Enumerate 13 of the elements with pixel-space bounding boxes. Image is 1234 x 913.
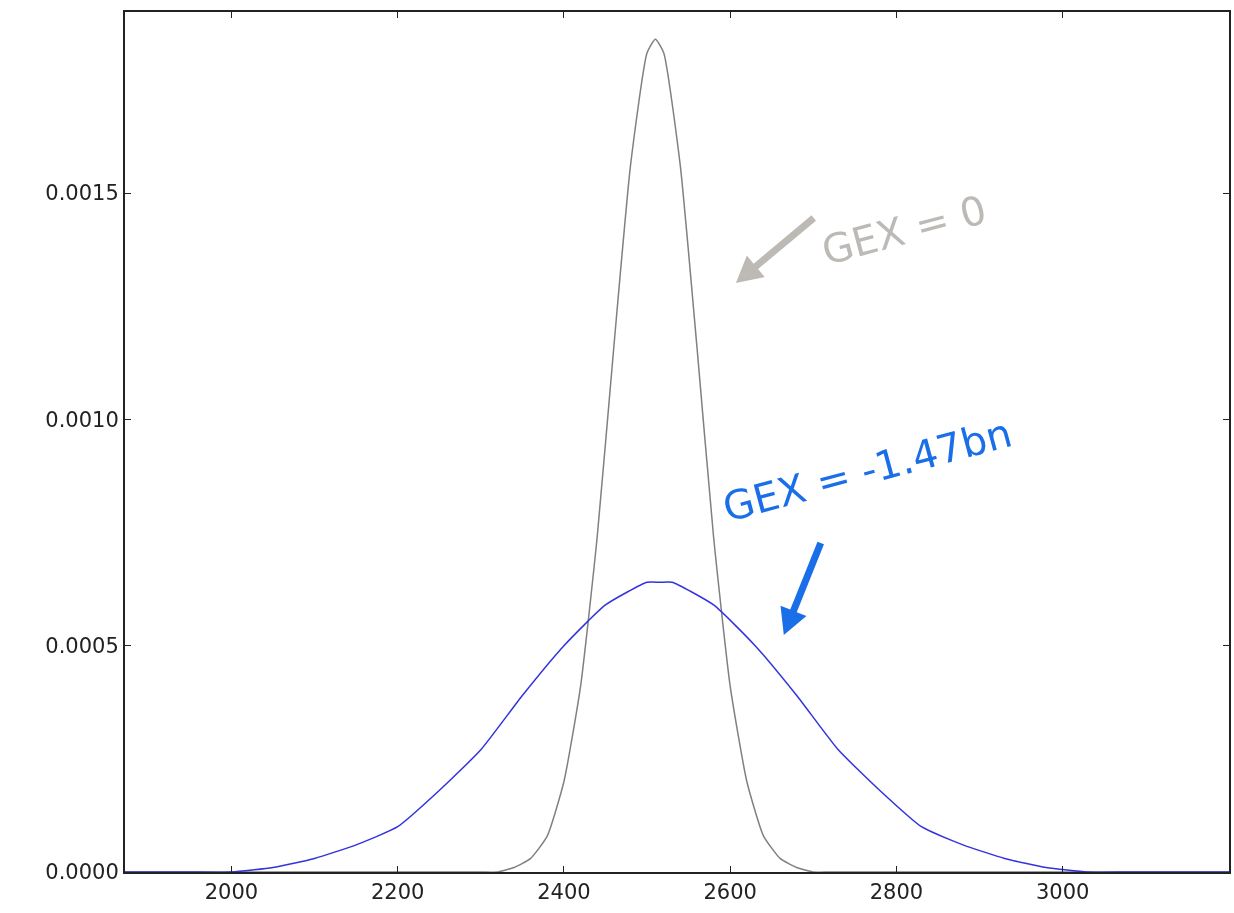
x-tick-label: 2800: [869, 880, 924, 905]
x-tick-label: 3000: [1036, 880, 1090, 905]
annotation: GEX = -1.47bn: [718, 409, 1017, 531]
x-tick-label: 2400: [537, 880, 591, 905]
x-tick-label: 2600: [703, 880, 757, 905]
annotation: GEX = 0: [816, 186, 992, 275]
y-tick-label: 0.0010: [45, 407, 119, 432]
y-tick-label: 0.0000: [45, 860, 119, 885]
y-tick-label: 0.0005: [45, 634, 119, 659]
y-tick-label: 0.0015: [45, 181, 119, 206]
line-series: [125, 581, 1229, 872]
x-tick-label: 2200: [370, 880, 425, 905]
x-tick-label: 2000: [204, 880, 259, 905]
